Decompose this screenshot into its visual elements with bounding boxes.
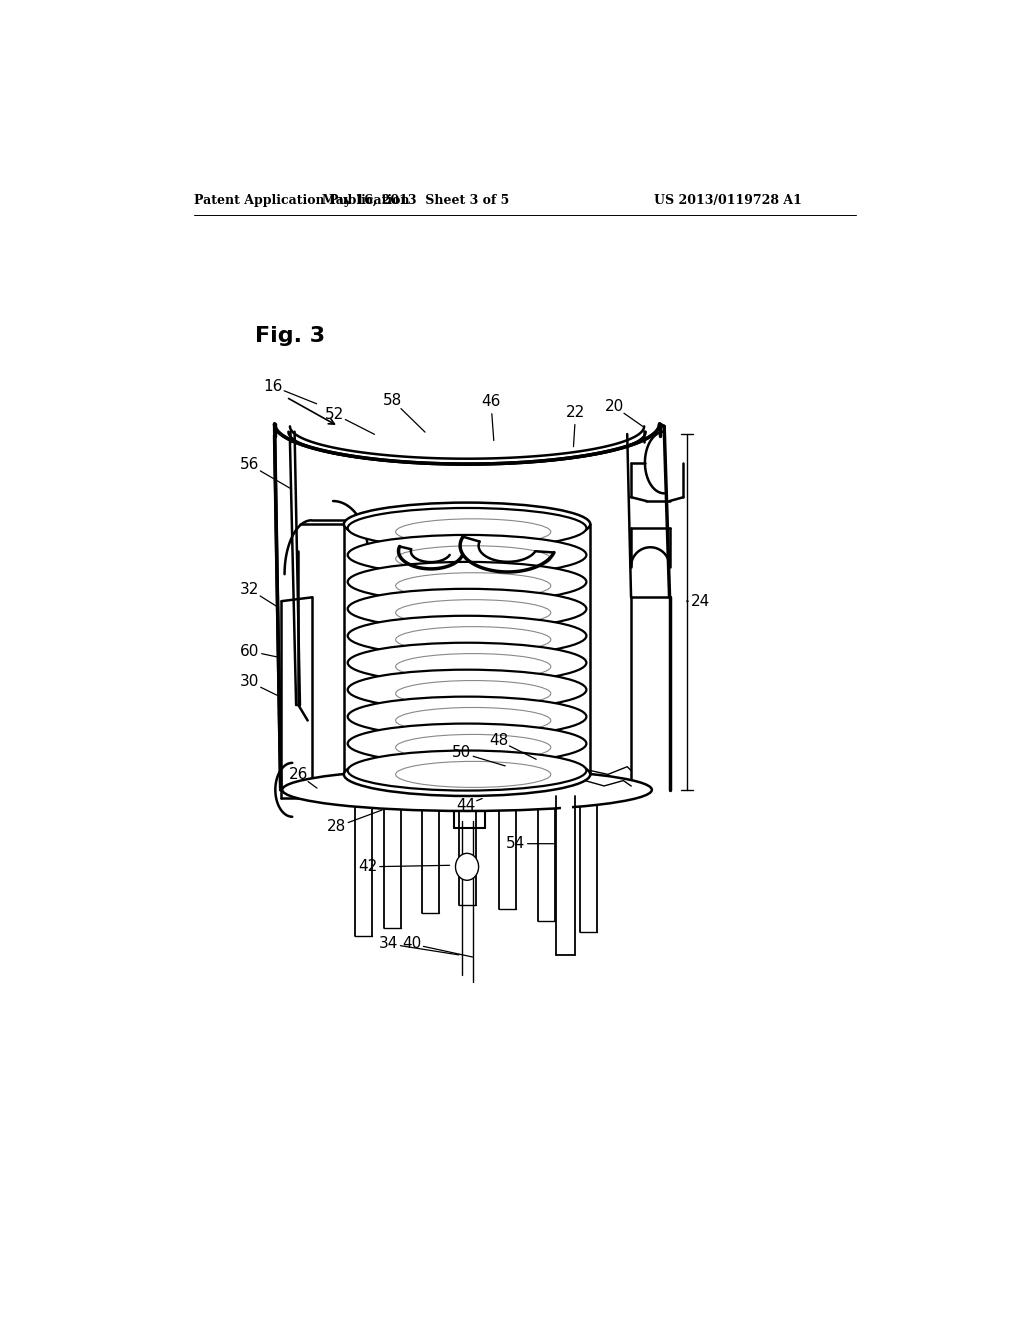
Ellipse shape [429, 689, 521, 708]
Ellipse shape [283, 768, 652, 810]
Ellipse shape [348, 751, 587, 791]
Text: 54: 54 [506, 836, 525, 851]
Ellipse shape [429, 718, 521, 737]
Ellipse shape [429, 729, 521, 747]
Ellipse shape [429, 738, 521, 756]
Text: 44: 44 [456, 797, 475, 813]
Text: 46: 46 [481, 395, 501, 409]
Text: 16: 16 [263, 379, 283, 393]
Text: Fig. 3: Fig. 3 [255, 326, 326, 346]
Ellipse shape [429, 709, 521, 727]
Text: 58: 58 [383, 392, 402, 408]
Text: 50: 50 [452, 746, 471, 760]
Ellipse shape [348, 508, 587, 548]
Ellipse shape [429, 631, 521, 649]
Ellipse shape [429, 758, 521, 776]
Ellipse shape [429, 611, 521, 630]
Text: 34: 34 [379, 936, 398, 952]
Ellipse shape [348, 535, 587, 576]
Text: Patent Application Publication: Patent Application Publication [194, 194, 410, 207]
Ellipse shape [429, 700, 521, 718]
Ellipse shape [348, 615, 587, 656]
Ellipse shape [344, 752, 590, 796]
Ellipse shape [429, 669, 521, 688]
Text: US 2013/0119728 A1: US 2013/0119728 A1 [654, 194, 802, 207]
Ellipse shape [429, 640, 521, 659]
Ellipse shape [429, 747, 521, 766]
Text: 60: 60 [241, 644, 260, 659]
Text: 48: 48 [489, 733, 508, 748]
Ellipse shape [429, 620, 521, 639]
Text: 52: 52 [325, 407, 344, 421]
Text: 28: 28 [328, 820, 346, 834]
Ellipse shape [429, 651, 521, 669]
Text: 42: 42 [358, 859, 378, 874]
Ellipse shape [429, 660, 521, 678]
Text: 24: 24 [691, 594, 710, 609]
Ellipse shape [456, 853, 478, 880]
Text: 40: 40 [402, 936, 421, 952]
Ellipse shape [348, 589, 587, 628]
Ellipse shape [348, 562, 587, 602]
Text: 32: 32 [241, 582, 260, 597]
Ellipse shape [429, 680, 521, 698]
Text: 26: 26 [289, 767, 308, 781]
Text: 30: 30 [241, 675, 260, 689]
Ellipse shape [348, 643, 587, 682]
Text: 22: 22 [566, 405, 586, 420]
Text: 56: 56 [241, 457, 260, 473]
Ellipse shape [348, 723, 587, 763]
Ellipse shape [348, 697, 587, 737]
Text: May 16, 2013  Sheet 3 of 5: May 16, 2013 Sheet 3 of 5 [322, 194, 509, 207]
Text: 20: 20 [604, 399, 624, 414]
Ellipse shape [348, 669, 587, 710]
Ellipse shape [344, 503, 590, 545]
